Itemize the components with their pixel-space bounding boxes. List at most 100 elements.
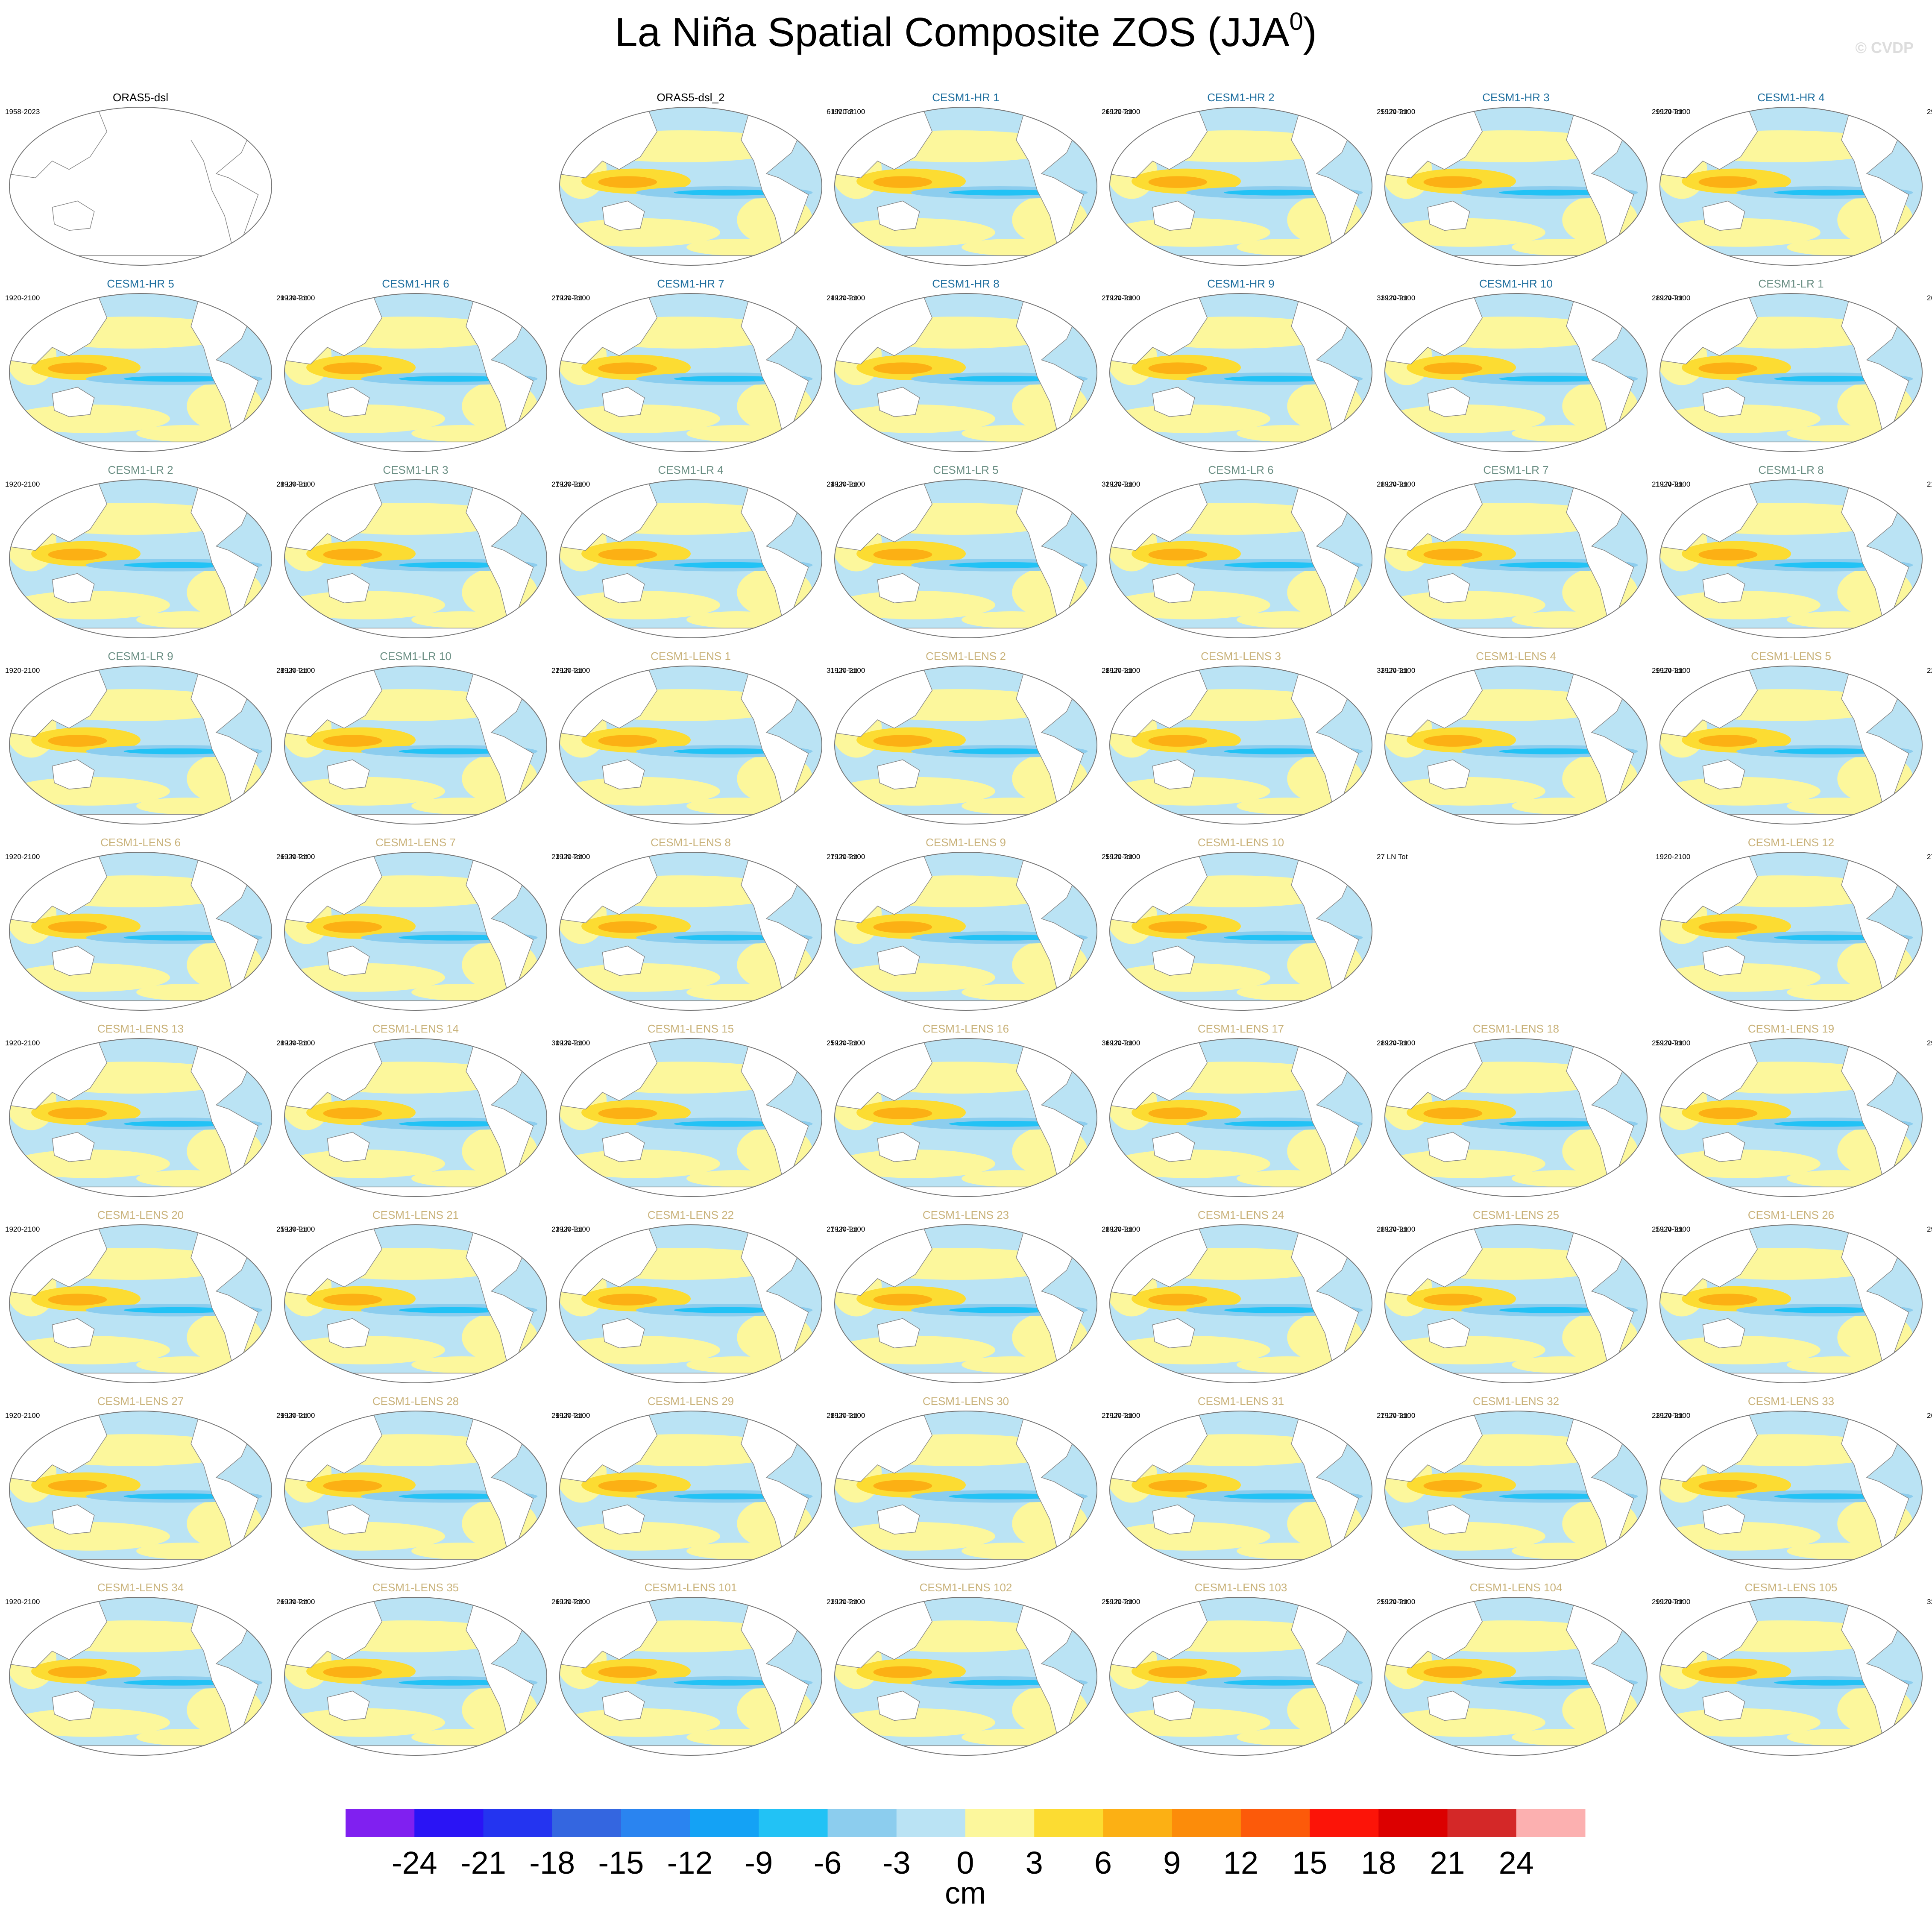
map	[281, 1410, 550, 1572]
colorbar-label: -12	[667, 1845, 713, 1881]
panel-title: CESM1-LR 7	[1483, 464, 1548, 476]
panel-count: 27 LN Tot	[1102, 294, 1133, 302]
panel-period: 1920-2100	[1105, 1039, 1140, 1047]
map-panel: CESM1-LENS 33 1920-2100 26 LN Tot	[1656, 1395, 1932, 1572]
panel-count: 28 LN Tot	[1652, 294, 1683, 302]
colorbar-box	[690, 1809, 759, 1837]
panel-period: 1920-2100	[5, 294, 40, 302]
map-panel: CESM1-LENS 10 1920-2100 27 LN Tot	[1105, 836, 1408, 1013]
map	[1106, 1596, 1375, 1758]
map-panel: CESM1-LENS 28 1920-2100 29 LN Tot	[280, 1395, 583, 1572]
panel-period: 1920-2100	[830, 108, 865, 116]
panel-count: 25 LN Tot	[1102, 853, 1133, 861]
panel-period: 1920-2100	[1656, 1225, 1690, 1233]
map-panel: CESM1-LENS 8 1920-2100 27 LN Tot	[555, 836, 858, 1013]
panel-period: 1920-2100	[555, 1411, 590, 1420]
panel-count: 6 LN Tot	[827, 108, 853, 116]
panel-count: 29 LN Tot	[1652, 1598, 1683, 1606]
colorbar-box	[1034, 1809, 1103, 1837]
panel-count: 32 LN Tot	[1102, 480, 1133, 488]
panel-title: CESM1-LENS 28	[372, 1395, 459, 1408]
map-panel: CESM1-LENS 23 1920-2100 28 LN Tot	[830, 1209, 1133, 1386]
panel-title: CESM1-LENS 5	[1751, 650, 1831, 663]
map	[1656, 1410, 1926, 1572]
colorbar-label: -18	[529, 1845, 575, 1881]
panel-count: 30 LN Tot	[551, 1039, 583, 1047]
panel-title: CESM1-HR 2	[1207, 91, 1274, 104]
panel-period: 1920-2100	[555, 1225, 590, 1233]
colorbar-label: 18	[1361, 1845, 1396, 1881]
panel-title: CESM1-LENS 21	[372, 1209, 459, 1221]
map	[1381, 1038, 1651, 1200]
panel-period: 1920-2100	[5, 1039, 40, 1047]
map	[6, 1038, 275, 1200]
panel-count: 23 LN Tot	[551, 1225, 583, 1233]
panel-period: 1920-2100	[1105, 666, 1140, 675]
panel-count: 26 LN Tot	[551, 1598, 583, 1606]
colorbar-label: 21	[1430, 1845, 1465, 1881]
map	[1106, 665, 1375, 827]
map-panel: CESM1-LENS 29 1920-2100 28 LN Tot	[555, 1395, 858, 1572]
colorbar-box	[759, 1809, 828, 1837]
panel-period: 1920-2100	[830, 1225, 865, 1233]
map-panel: CESM1-HR 5 1920-2100 29 LN Tot	[5, 277, 308, 455]
panel-period: 1920-2100	[555, 666, 590, 675]
watermark: © CVDP	[1855, 39, 1914, 56]
map-panel: CESM1-LENS 6 1920-2100 26 LN Tot	[5, 836, 308, 1013]
panel-title: CESM1-LR 8	[1758, 464, 1824, 476]
map	[556, 1224, 825, 1386]
map	[831, 1224, 1100, 1386]
panel-count: 28 LN Tot	[1102, 1225, 1133, 1233]
map	[831, 851, 1100, 1013]
map	[556, 665, 825, 827]
panel-period: 1920-2100	[830, 853, 865, 861]
panel-count: 25 LN Tot	[276, 1225, 308, 1233]
panel-period: 1920-2100	[1381, 1411, 1415, 1420]
map	[1106, 851, 1375, 1013]
map	[831, 1596, 1100, 1758]
map	[1656, 106, 1926, 268]
panel-title: CESM1-LENS 18	[1473, 1022, 1559, 1035]
panel-count: 26 LN Tot	[1102, 108, 1133, 116]
panel-title: CESM1-LR 1	[1758, 277, 1824, 290]
title-superscript: 0	[1290, 8, 1303, 35]
panel-period: 1920-2100	[5, 666, 40, 675]
panel-period: 1920-2100	[5, 1225, 40, 1233]
map-panel: CESM1-LENS 14 1920-2100 30 LN Tot	[280, 1022, 583, 1200]
map	[281, 665, 550, 827]
map-panel: CESM1-LENS 30 1920-2100 27 LN Tot	[830, 1395, 1133, 1572]
map	[281, 851, 550, 1013]
panel-count: 21 LN Tot	[1927, 480, 1932, 488]
map	[556, 1038, 825, 1200]
map-panel: CESM1-LENS 16 1920-2100 36 LN Tot	[830, 1022, 1133, 1200]
map	[556, 106, 825, 268]
map	[1106, 106, 1375, 268]
panel-title: CESM1-LENS 19	[1748, 1022, 1834, 1035]
panel-title: CESM1-LENS 22	[648, 1209, 734, 1221]
panel-title: CESM1-LENS 103	[1195, 1581, 1287, 1594]
panel-count: 25 LN Tot	[1377, 108, 1408, 116]
panel-title: CESM1-LR 9	[108, 650, 173, 663]
panel-title: CESM1-LENS 35	[372, 1581, 459, 1594]
panel-count: 26 LN Tot	[276, 1598, 308, 1606]
panel-period: 1920-2100	[280, 480, 315, 488]
panel-period: 1920-2100	[1105, 1598, 1140, 1606]
colorbar-box	[1310, 1809, 1379, 1837]
panel-title: CESM1-LENS 34	[97, 1581, 184, 1594]
panel-count: 23 LN Tot	[827, 1598, 858, 1606]
map	[1656, 479, 1926, 641]
panel-title: CESM1-LENS 23	[923, 1209, 1009, 1221]
panel-count: 28 LN Tot	[1377, 1225, 1408, 1233]
panel-title: CESM1-LENS 31	[1198, 1395, 1284, 1408]
map-panel: CESM1-LENS 102 1920-2100 25 LN Tot	[830, 1581, 1133, 1758]
panel-title: CESM1-LENS 102	[920, 1581, 1012, 1594]
colorbar-box	[346, 1809, 415, 1837]
panel-title: CESM1-LENS 30	[923, 1395, 1009, 1408]
map	[1106, 1410, 1375, 1572]
panel-period: 1920-2100	[1656, 853, 1690, 861]
panel-count: 26 LN Tot	[276, 853, 308, 861]
panel-count: 27 LN Tot	[827, 1225, 858, 1233]
panel-count: 28 LN Tot	[276, 480, 308, 488]
map	[1106, 1038, 1375, 1200]
map-panel: CESM1-LENS 20 1920-2100 25 LN Tot	[5, 1209, 308, 1386]
